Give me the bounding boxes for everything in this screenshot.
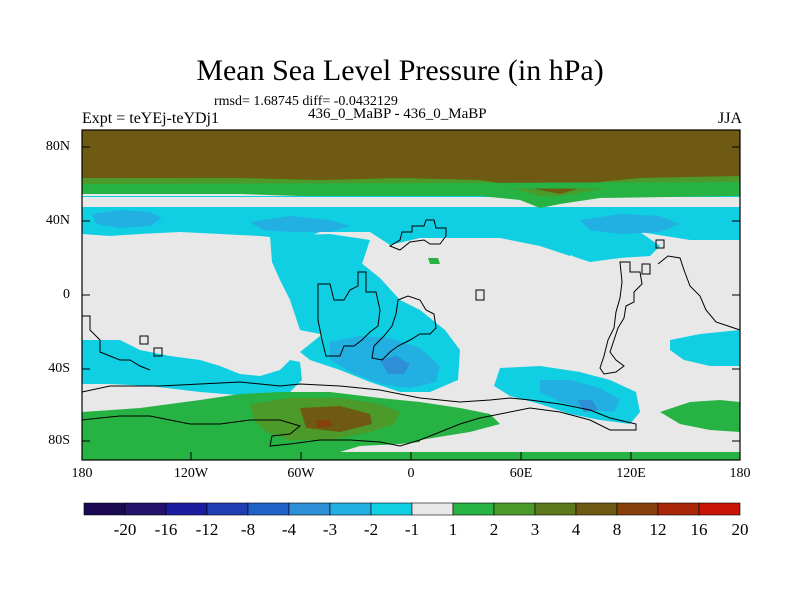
page-title: Mean Sea Level Pressure (in hPa) [196, 54, 604, 87]
colorbar-box [534, 502, 577, 516]
australia-coast [657, 255, 741, 331]
subtitle-label: 436_0_MaBP - 436_0_MaBP [308, 106, 487, 122]
colorbar-label: 2 [489, 520, 499, 539]
colorbar-box [124, 502, 167, 516]
x-tick-label: 180 [71, 466, 93, 481]
colorbar-box [616, 502, 659, 516]
colorbar-label: -2 [363, 520, 379, 539]
north-brown-band [82, 130, 740, 194]
colorbar-label: 4 [571, 520, 581, 539]
colorbar-box [83, 502, 126, 516]
north-pacific-blue-west [92, 210, 162, 228]
colorbar-label: -16 [154, 520, 178, 539]
colorbar-label: -20 [113, 520, 137, 539]
colorbar-box [206, 502, 249, 516]
y-tick-label: 40N [45, 213, 70, 228]
colorbar-label: -3 [322, 520, 338, 539]
indian-blue-core [540, 380, 620, 412]
colorbar-box [288, 502, 331, 516]
south-america-coast [317, 271, 381, 357]
colorbar-box [493, 502, 536, 516]
colorbar-box [452, 502, 495, 516]
colorbar-box [165, 502, 208, 516]
north-pacific-blue-east [580, 214, 680, 234]
experiment-label: Expt = teYEj-teYDj1 [82, 110, 219, 127]
colorbar-label: 8 [612, 520, 622, 539]
colorbar-label: -8 [240, 520, 256, 539]
colorbar [83, 502, 741, 516]
colorbar-box [657, 502, 700, 516]
west-coast-line [82, 315, 151, 371]
x-tick-label: 120W [173, 466, 209, 481]
colorbar-label: 16 [690, 520, 708, 539]
africa-coast [371, 295, 437, 361]
colorbar-box [329, 502, 372, 516]
colorbar-box [575, 502, 618, 516]
colorbar-label: 1 [448, 520, 458, 539]
north-america-coast [388, 219, 447, 251]
south-rust-core [316, 420, 332, 428]
small-island-1 [475, 289, 485, 301]
y-tick-marks [82, 146, 740, 442]
small-island-2 [641, 263, 651, 275]
colorbar-box [370, 502, 413, 516]
atlantic-deep-core [380, 356, 410, 374]
season-label: JJA [717, 110, 742, 127]
x-tick-label: 180 [729, 466, 751, 481]
x-tick-label: 60E [509, 466, 533, 481]
colorbar-box [698, 502, 741, 516]
colorbar-label: -12 [195, 520, 219, 539]
north-pacific-cyan-tongue [570, 230, 660, 262]
x-tick-label: 120E [616, 466, 646, 481]
y-tick-label: 40S [48, 361, 70, 376]
y-tick-label: 0 [63, 287, 70, 302]
colorbar-label: -1 [404, 520, 420, 539]
colorbar-box [247, 502, 290, 516]
small-green-blob [428, 258, 440, 264]
coastlines [81, 219, 741, 447]
contour-field [82, 130, 740, 460]
stats-label: rmsd= 1.68745 diff= -0.0432129 [214, 94, 398, 109]
north-light-green-line [82, 182, 740, 190]
north-atlantic-blue [250, 216, 350, 232]
south-white-lane [420, 426, 520, 452]
x-tick-label: 0 [407, 466, 415, 481]
colorbar-label: 12 [649, 520, 667, 539]
colorbar-label: 20 [731, 520, 749, 539]
south-green-band-east [660, 400, 740, 432]
south-pacific-islands [139, 335, 163, 357]
x-tick-label: 60W [287, 466, 315, 481]
north-white-gap [82, 197, 740, 207]
east-pacific-cyan [670, 330, 740, 366]
pacific-south-cyan [82, 340, 302, 396]
small-island-3 [655, 239, 665, 249]
y-tick-label: 80N [45, 139, 70, 154]
colorbar-box [411, 502, 454, 516]
west-pacific-island-arc [599, 261, 643, 375]
x-tick-marks [190, 452, 632, 460]
antarctica-coast [81, 381, 637, 447]
y-tick-label: 80S [48, 433, 70, 448]
colorbar-label: -4 [281, 520, 297, 539]
colorbar-label: 3 [530, 520, 540, 539]
